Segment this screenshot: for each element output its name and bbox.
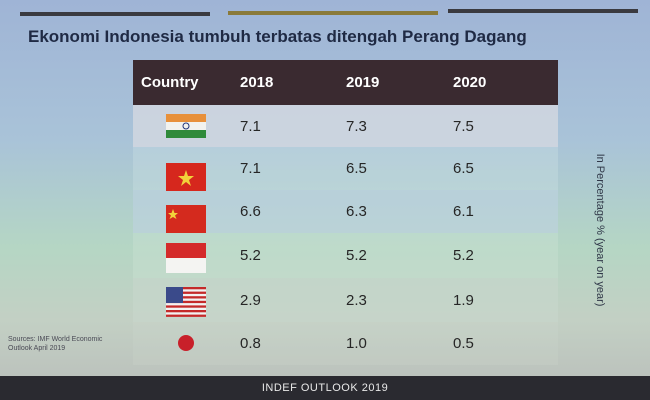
flag-usa <box>166 287 206 317</box>
value-cell: 0.8 <box>240 335 261 352</box>
column-header: 2019 <box>346 74 380 91</box>
header-row: Country 2018 2019 2020 <box>133 60 558 105</box>
value-cell: 1.9 <box>453 291 474 309</box>
footer: INDEF OUTLOOK 2019 <box>0 376 650 400</box>
value-cell: 7.1 <box>240 160 261 177</box>
value-cell: 6.5 <box>346 160 367 177</box>
value-cell: 7.3 <box>346 117 367 135</box>
value-cell: 6.6 <box>240 203 261 220</box>
value-cell: 5.2 <box>453 247 474 264</box>
flag-japan <box>178 335 194 351</box>
value-cell: 7.5 <box>453 117 474 135</box>
value-cell: 2.3 <box>346 291 367 309</box>
flag-china <box>166 205 206 233</box>
value-cell: 1.0 <box>346 335 367 352</box>
value-cell: 2.9 <box>240 291 261 309</box>
table-row: 0.8 1.0 0.5 <box>133 322 558 365</box>
value-cell: 6.1 <box>453 203 474 220</box>
title: Ekonomi Indonesia tumbuh terbatas diteng… <box>28 27 527 46</box>
column-header: 2020 <box>453 74 487 91</box>
column-header: Country <box>141 74 199 91</box>
top-decoration <box>20 9 638 16</box>
column-header: 2018 <box>240 74 274 91</box>
deco-bar <box>20 12 210 16</box>
value-cell: 6.3 <box>346 203 367 220</box>
side-note: In Percentage % (year on year) <box>594 153 606 307</box>
value-cell: 7.1 <box>240 117 261 135</box>
value-cell: 5.2 <box>346 247 367 264</box>
value-cell: 5.2 <box>240 247 261 264</box>
source-note: Sources: IMF World Economic Outlook Apri… <box>8 336 103 352</box>
flag-indonesia <box>166 243 206 273</box>
flag-vietnam <box>166 163 206 191</box>
value-cell: 0.5 <box>453 335 474 352</box>
flag-india <box>166 114 206 138</box>
deco-bar <box>228 11 438 15</box>
deco-bar <box>448 9 638 13</box>
value-cell: 6.5 <box>453 160 474 177</box>
